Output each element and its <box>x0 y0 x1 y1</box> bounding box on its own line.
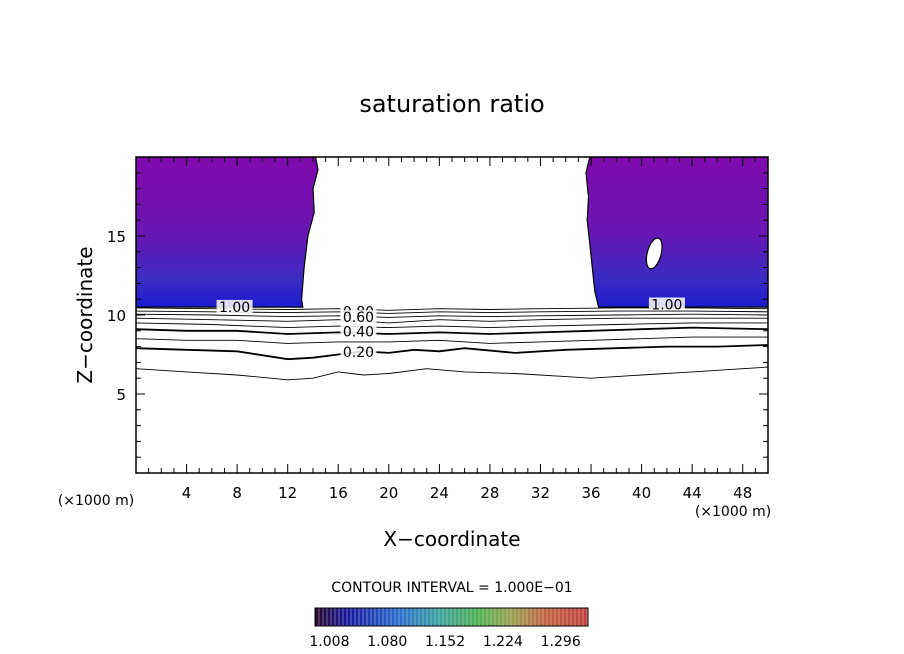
contour-label: 0.20 <box>343 345 374 361</box>
y-tick-label: 5 <box>116 386 126 404</box>
colorbar-stripes <box>314 608 588 626</box>
x-tick-label: 36 <box>581 484 600 502</box>
contour-label: 1.00 <box>219 300 250 316</box>
colorbar-tick-label: 1.152 <box>425 634 465 650</box>
contour-line-0.7 <box>136 313 768 318</box>
contour-line-0.4 <box>136 326 768 335</box>
contour-label: 1.00 <box>651 298 682 314</box>
x-unit-right: (×1000 m) <box>695 504 771 520</box>
x-axis-ticks: 4 8 12 16 20 24 28 32 36 40 44 48 <box>148 157 756 502</box>
colorbar <box>315 608 588 626</box>
colorbar-tick-label: 1.296 <box>541 634 581 650</box>
filled-regions <box>136 157 768 308</box>
colorbar-ticks: 1.008 1.080 1.152 1.224 1.296 <box>309 634 580 650</box>
x-axis-label: X−coordinate <box>383 527 520 551</box>
x-tick-label: 8 <box>232 484 242 502</box>
colorbar-frame <box>314 607 589 627</box>
y-tick-label: 10 <box>107 307 126 325</box>
region-hole <box>645 237 663 270</box>
colorbar-tick-label: 1.224 <box>483 634 523 650</box>
contour-label-bg <box>216 299 253 313</box>
x-tick-label: 20 <box>379 484 398 502</box>
y-axis-ticks: 5 10 15 <box>107 172 768 458</box>
contour-labels: 1.001.000.800.600.400.20 <box>216 297 685 361</box>
x-tick-label: 28 <box>480 484 499 502</box>
contour-line-0.6 <box>136 317 768 324</box>
x-tick-label: 48 <box>733 484 752 502</box>
colorbar-tick-label: 1.080 <box>367 634 407 650</box>
x-tick-label: 44 <box>683 484 702 502</box>
contour-line-0.5 <box>136 322 768 329</box>
region-right <box>585 157 768 308</box>
region-left <box>136 157 319 308</box>
contour-label-bg <box>648 297 685 311</box>
contour-interval-text: CONTOUR INTERVAL = 1.000E−01 <box>331 580 572 596</box>
x-unit-left: (×1000 m) <box>58 493 134 509</box>
x-tick-label: 32 <box>531 484 550 502</box>
x-tick-label: 16 <box>329 484 348 502</box>
colorbar-tick-label: 1.008 <box>309 634 349 650</box>
chart-title: saturation ratio <box>359 90 544 118</box>
x-tick-label: 40 <box>632 484 651 502</box>
contour-label-bg <box>340 344 377 358</box>
contour-label-bg <box>340 310 377 324</box>
contour-label-bg <box>340 324 377 338</box>
x-tick-label: 24 <box>430 484 449 502</box>
contour-line-0.8 <box>136 310 768 314</box>
contour-label: 0.60 <box>343 310 374 326</box>
contour-line-0.3 <box>136 336 768 344</box>
contour-line-0.2 <box>136 344 768 361</box>
x-tick-label: 4 <box>182 484 192 502</box>
contour-label: 0.40 <box>343 324 374 340</box>
y-tick-label: 15 <box>107 228 126 246</box>
contour-line-0.1 <box>136 366 768 381</box>
x-tick-label: 12 <box>278 484 297 502</box>
contour-lines <box>136 307 768 381</box>
contour-line-0.9 <box>136 307 768 311</box>
y-axis-label: Z−coordinate <box>73 246 97 383</box>
